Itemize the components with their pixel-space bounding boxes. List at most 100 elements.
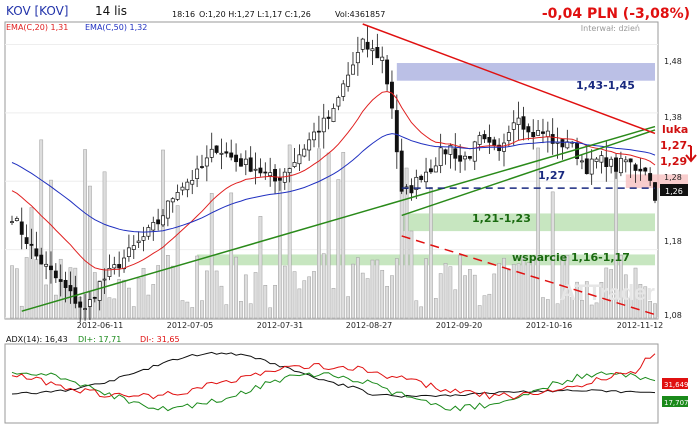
volume-bar: [234, 256, 238, 319]
x-tick-label: 2012-08-27: [346, 321, 393, 330]
volume-bar: [287, 144, 292, 319]
candle-down: [34, 248, 39, 257]
volume-bar: [317, 148, 321, 319]
gap-title: luka: [662, 123, 688, 136]
candle-down: [394, 110, 399, 153]
volume-bar: [633, 267, 638, 319]
candle-up: [472, 141, 477, 162]
candle-up: [579, 160, 584, 163]
x-tick-label: 2012-09-20: [436, 321, 483, 330]
volume-bar: [326, 152, 331, 319]
di-plus-label: DI+: 17,71: [78, 335, 121, 344]
candle-up: [112, 264, 117, 269]
candle-down: [224, 151, 229, 154]
volume-bar: [438, 273, 443, 319]
volume-bar: [526, 262, 531, 319]
candle-down: [24, 237, 29, 244]
gap-arrow-icon: [685, 146, 697, 163]
candle-down: [273, 169, 277, 182]
volume-bar: [53, 294, 58, 319]
candle-down: [560, 139, 565, 148]
volume-bar: [492, 273, 497, 319]
volume-bar: [575, 281, 579, 319]
volume-bar: [297, 288, 302, 319]
volume-bar: [429, 187, 433, 319]
y-tick-label: 1,08: [664, 311, 682, 320]
volume-bar: [609, 269, 614, 319]
volume-bar: [550, 191, 555, 319]
candle-up: [414, 176, 419, 190]
candle-down: [550, 134, 555, 144]
candle-down: [316, 130, 321, 133]
volume-bar: [253, 272, 258, 319]
candle-down: [467, 156, 472, 159]
volume-bar: [511, 264, 516, 319]
candle-up: [331, 108, 336, 122]
volume-bar: [166, 255, 170, 319]
volume-bar: [321, 253, 326, 319]
candle-down: [29, 243, 34, 246]
volume-bar: [336, 179, 341, 319]
volume-bar: [268, 307, 273, 319]
volume-bar: [351, 263, 355, 319]
volume-bar: [141, 267, 146, 319]
volume-bar: [112, 298, 117, 319]
candle-down: [375, 47, 380, 59]
volume-bar: [117, 279, 122, 319]
volume-bar: [521, 257, 526, 319]
candle-down: [248, 157, 253, 172]
candle-up: [44, 263, 49, 267]
volume-bar: [458, 255, 463, 319]
candle-down: [49, 265, 53, 271]
candle-up: [599, 155, 604, 163]
volume-bar: [541, 297, 545, 319]
candle-up: [170, 198, 175, 203]
y-tick-label: 1,48: [664, 57, 682, 66]
volume-bar: [15, 268, 19, 319]
candle-down: [614, 157, 618, 172]
volume-bar: [200, 300, 204, 319]
volume-bar: [34, 259, 39, 319]
volume-bar: [302, 280, 307, 319]
volume-bar: [594, 302, 599, 319]
volume-bar: [419, 306, 424, 319]
x-tick-label: 2012-11-12: [617, 321, 664, 330]
volume-bar: [19, 305, 24, 319]
volume-bar: [307, 276, 311, 319]
candle-up: [204, 157, 209, 167]
volume-bar: [195, 255, 199, 319]
volume-bar: [580, 299, 584, 319]
candle-down: [214, 145, 219, 153]
symbol-title: KOV [KOV]: [6, 4, 69, 18]
candle-up: [292, 162, 297, 167]
volume-bar: [643, 286, 648, 319]
gap-range-b: 1,29: [660, 155, 687, 168]
candle-up: [351, 64, 355, 75]
volume-bar: [151, 284, 156, 319]
downtrend-line: [362, 23, 656, 135]
candle-up: [107, 268, 112, 277]
quote-time: 18:16: [172, 10, 195, 19]
volume-bar: [414, 300, 419, 319]
uptrend-line-long: [21, 125, 656, 312]
candle-up: [336, 97, 341, 107]
candle-up: [83, 308, 88, 310]
candle-up: [10, 221, 14, 223]
candle-up: [536, 130, 541, 136]
adx-label: ADX(14): 16,43: [6, 335, 68, 344]
candle-up: [307, 139, 312, 151]
volume-bar: [273, 285, 277, 319]
volume-bar: [443, 263, 448, 319]
candle-down: [277, 177, 282, 181]
volume-bar: [463, 275, 467, 319]
candle-up: [209, 148, 214, 158]
volume-bar: [136, 277, 141, 319]
candle-up: [268, 172, 273, 177]
volume-bar: [370, 259, 375, 319]
candle-up: [141, 236, 146, 241]
volume-bar: [146, 294, 151, 319]
candle-down: [443, 149, 448, 155]
candle-down: [39, 254, 44, 265]
volume-bar: [49, 179, 53, 319]
candle-down: [541, 131, 545, 134]
